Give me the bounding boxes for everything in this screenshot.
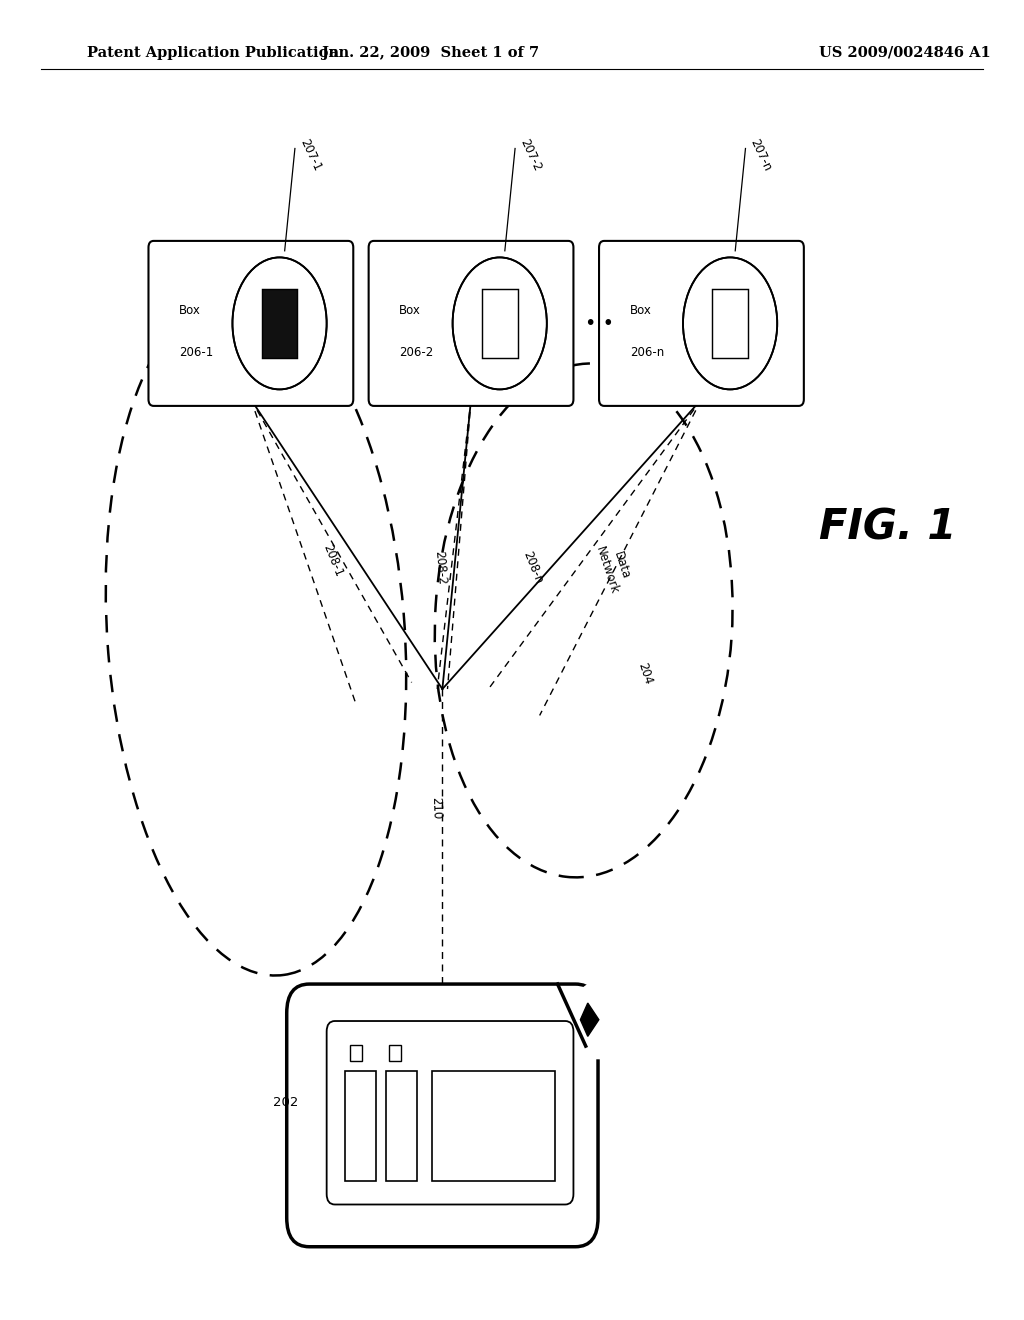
Text: • •: • •: [585, 314, 613, 333]
Text: Box: Box: [179, 304, 201, 317]
Text: 210: 210: [429, 796, 443, 820]
Text: Jan. 22, 2009  Sheet 1 of 7: Jan. 22, 2009 Sheet 1 of 7: [322, 46, 539, 59]
Polygon shape: [581, 1003, 599, 1036]
FancyBboxPatch shape: [599, 242, 804, 407]
Ellipse shape: [232, 257, 327, 389]
Bar: [262, 289, 297, 358]
Text: 206-2: 206-2: [399, 346, 433, 359]
Text: Box: Box: [399, 304, 421, 317]
Ellipse shape: [683, 257, 777, 389]
Bar: [345, 1072, 376, 1180]
FancyBboxPatch shape: [148, 242, 353, 407]
Bar: [389, 1045, 401, 1061]
Ellipse shape: [453, 257, 547, 389]
Bar: [432, 1072, 555, 1180]
Text: Data
Network: Data Network: [594, 540, 635, 595]
Text: 206-1: 206-1: [179, 346, 213, 359]
Bar: [482, 289, 517, 358]
FancyBboxPatch shape: [287, 985, 598, 1246]
Text: 207-n: 207-n: [748, 136, 774, 173]
Bar: [350, 1045, 362, 1061]
Bar: [713, 289, 748, 358]
Text: 208-n: 208-n: [520, 549, 545, 586]
Text: 202: 202: [273, 1096, 299, 1109]
Bar: [713, 289, 748, 358]
Bar: [482, 289, 517, 358]
Text: 207-1: 207-1: [297, 136, 324, 173]
Text: FIG. 1: FIG. 1: [819, 507, 956, 549]
Text: Box: Box: [630, 304, 651, 317]
Text: 207-2: 207-2: [517, 136, 544, 173]
Polygon shape: [565, 966, 611, 1059]
Text: 208-2: 208-2: [432, 550, 449, 585]
FancyBboxPatch shape: [327, 1022, 573, 1204]
FancyBboxPatch shape: [369, 242, 573, 407]
Text: Patent Application Publication: Patent Application Publication: [87, 46, 339, 59]
Text: 204: 204: [636, 660, 654, 686]
Bar: [386, 1072, 417, 1180]
Text: 208-1: 208-1: [321, 543, 345, 579]
Text: US 2009/0024846 A1: US 2009/0024846 A1: [819, 46, 991, 59]
Text: 206-n: 206-n: [630, 346, 664, 359]
Bar: [262, 289, 297, 358]
